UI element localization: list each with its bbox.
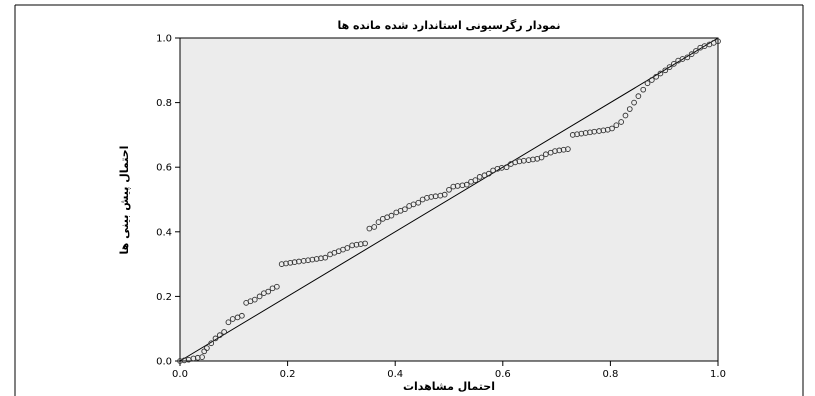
data-point [256,293,263,300]
axis-ticks: 0.0 0.2 0.4 0.6 0.8 1.0 0.0 0.2 0.4 0.6 0.8 1.0 [156,34,726,381]
y-tick-label: 0.0 [156,357,172,368]
data-point [375,219,382,225]
x-tick-label: 0.0 [172,369,188,380]
data-point [441,191,448,198]
x-tick-label: 1.0 [710,369,726,380]
data-point [446,186,452,193]
data-point [476,174,483,180]
data-point [265,288,272,295]
data-points [177,38,721,364]
data-point [542,151,549,158]
x-tick-label: 0.4 [387,369,403,380]
data-point [485,170,492,177]
data-point [635,93,642,99]
chart-title: نمودار رگرسیونی استاندارد شده مانده ها [337,19,560,32]
data-point [609,125,615,132]
data-point [653,73,659,80]
reference-line [179,37,719,362]
data-point [463,181,470,188]
data-point [216,332,223,339]
data-point [688,51,695,58]
x-tick-label: 0.6 [495,369,511,380]
data-point [701,43,708,49]
data-point [657,70,664,77]
data-point [402,206,408,213]
y-axis-title: احتمال پیش بینی ها [118,146,131,255]
data-point [648,77,655,83]
data-point [273,283,280,290]
data-point [251,296,258,303]
data-point [626,106,633,112]
data-point [199,354,205,360]
y-tick-label: 0.6 [156,163,172,174]
y-tick-label: 0.8 [156,98,172,109]
data-point [362,240,368,247]
data-point [662,67,669,74]
data-point [322,254,329,261]
x-axis-title: احتمال مشاهدات [403,380,495,393]
data-point [644,80,651,87]
data-point [415,199,422,206]
data-point [538,154,545,161]
y-tick-label: 1.0 [156,34,172,45]
data-point [631,99,637,106]
data-point [671,60,677,67]
data-point [410,201,417,208]
data-point [640,86,647,93]
data-point [371,224,378,230]
data-point [613,122,620,129]
data-point [684,54,691,61]
data-point [204,345,210,351]
x-tick-label: 0.2 [280,369,296,380]
data-point [221,329,227,335]
data-point [666,64,673,70]
y-tick-label: 0.4 [156,227,172,238]
data-point [472,177,479,183]
x-tick-label: 0.8 [602,369,618,380]
data-point [229,316,236,322]
data-point [715,38,721,45]
data-point [679,56,686,62]
data-point [212,335,219,342]
data-point [225,319,232,326]
data-point [503,164,510,171]
data-point [622,112,629,119]
data-point [208,340,215,347]
data-point [618,119,625,125]
data-point [366,225,373,232]
data-point [565,146,571,152]
data-point [693,48,699,54]
data-point [388,212,395,219]
data-point [239,312,245,319]
y-tick-label: 0.2 [156,292,172,303]
data-point [344,245,351,251]
